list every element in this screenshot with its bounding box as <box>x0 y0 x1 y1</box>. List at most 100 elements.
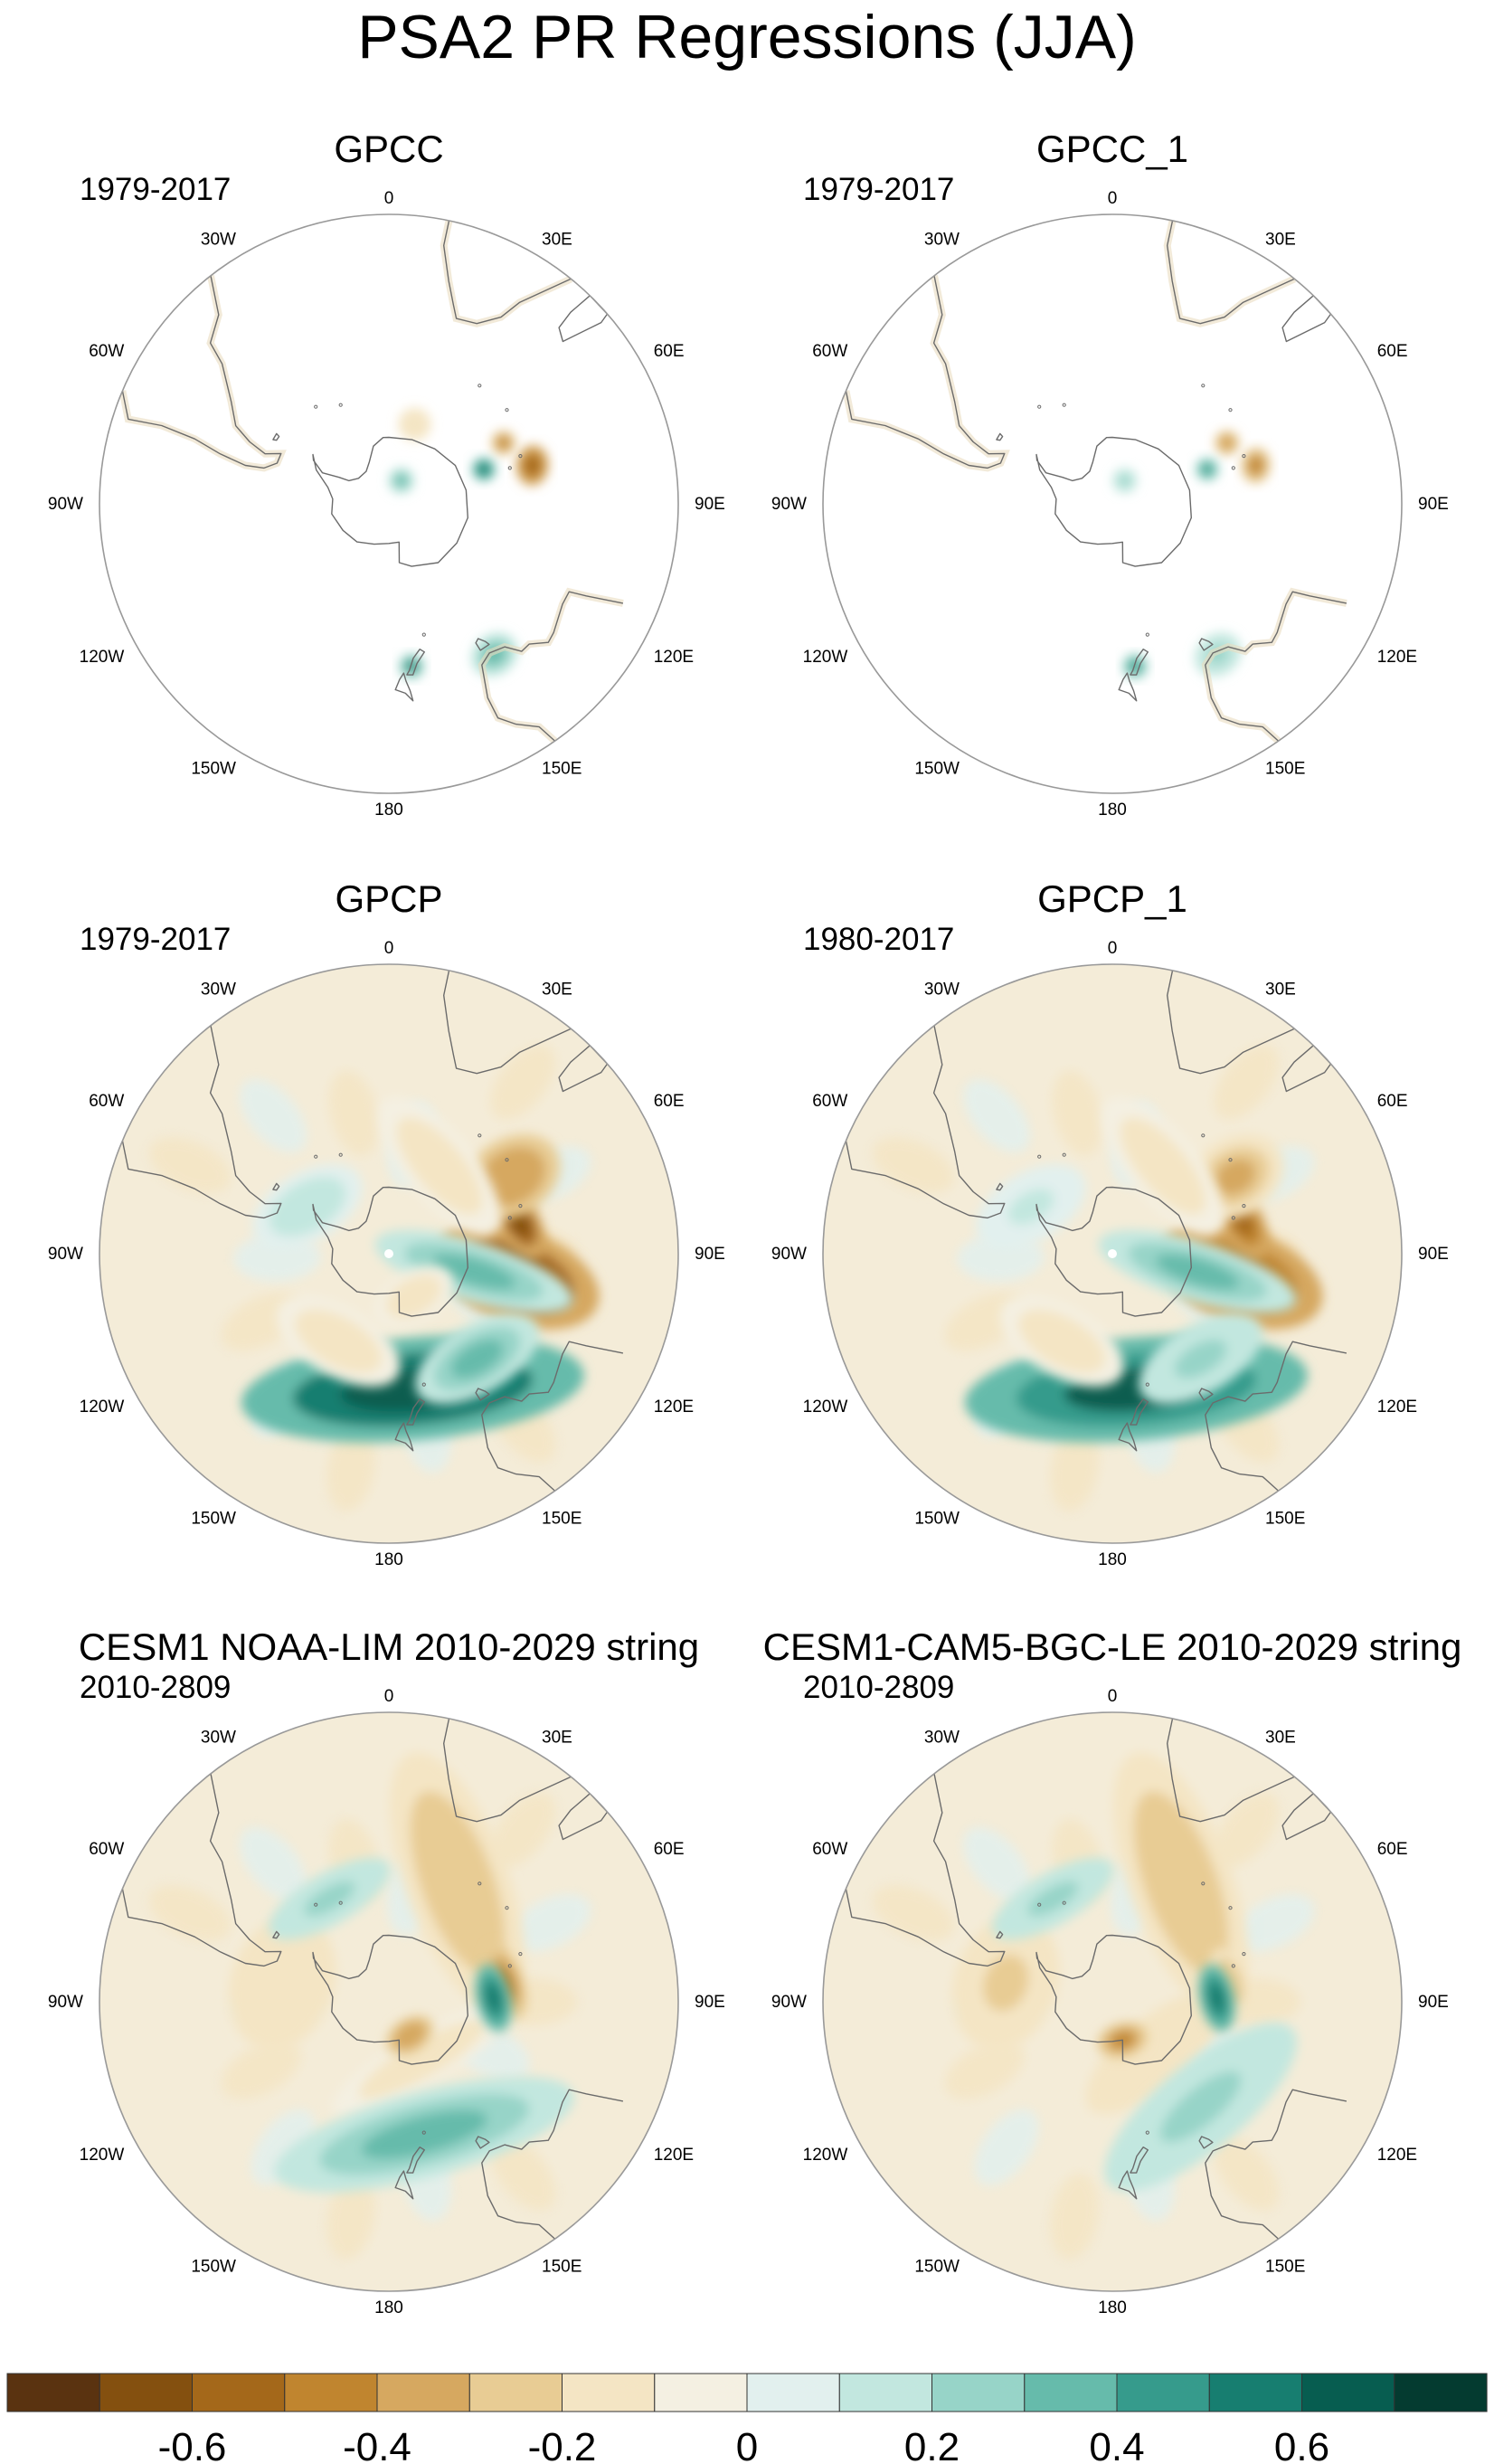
colorbar-swatch <box>1301 2373 1395 2412</box>
island <box>1228 1158 1233 1162</box>
anomaly-spot-level <box>525 457 540 474</box>
field-band <box>1234 1894 1315 1952</box>
lon-label: 30E <box>542 230 572 249</box>
lon-label: 30W <box>924 980 960 999</box>
anomaly-spot <box>398 408 431 441</box>
island <box>1201 1881 1206 1886</box>
coastline-africa <box>1167 220 1295 325</box>
lon-label: 30E <box>542 1728 572 1747</box>
lon-label: 60W <box>812 1092 847 1111</box>
colorbar-swatch <box>931 2373 1026 2412</box>
island <box>421 2130 426 2135</box>
anomaly-blob <box>1113 1752 1249 2014</box>
anomaly-blob-level <box>1152 1827 1210 1938</box>
coastline-australia <box>1205 591 1347 742</box>
panel-gpcc: GPCC 1979-2017 0 30E 60E 90E 120E 150E 180 150W 12… <box>48 128 725 820</box>
lon-label: 120W <box>80 2146 125 2165</box>
island <box>1231 1964 1235 1968</box>
anomaly-blob <box>1085 1991 1225 2114</box>
panel-period: 2010-2809 <box>803 1670 954 1705</box>
field-band <box>328 1070 380 1156</box>
anomaly-spot-level <box>1130 660 1140 672</box>
field-band <box>1214 2136 1280 2211</box>
island <box>338 1152 343 1157</box>
coastline-nzNorth <box>394 672 414 702</box>
field-band <box>240 1079 307 1152</box>
lon-label: 90E <box>695 1993 725 2012</box>
panel-period: 2010-2809 <box>80 1670 231 1705</box>
coastline-falklands <box>996 1930 1004 1939</box>
island <box>505 1158 509 1162</box>
anomaly-blob-level <box>1156 1254 1240 1290</box>
map-rim <box>99 1711 679 2292</box>
lon-label: 60E <box>654 1840 685 1859</box>
anomaly-blob-level <box>312 1322 364 1360</box>
anomaly-blob <box>374 1229 573 1314</box>
island <box>1231 1216 1235 1220</box>
island <box>1062 1900 1066 1905</box>
island <box>1062 403 1066 407</box>
lon-label: 30W <box>201 980 236 999</box>
anomaly-blob-level <box>1137 1136 1189 1196</box>
island <box>478 384 482 388</box>
coastline-antarctica <box>312 1186 468 1317</box>
coastline-falklands <box>272 1182 280 1191</box>
anomaly-blob-level <box>304 1881 355 1917</box>
anomaly-spot-level <box>498 437 509 449</box>
lon-label: 120W <box>803 2146 848 2165</box>
island <box>1201 384 1206 388</box>
anomaly-spot-level <box>1249 458 1262 473</box>
lon-label: 150W <box>914 2258 960 2277</box>
anomaly-blob-level <box>429 1827 487 1938</box>
pole-hole <box>1108 1249 1117 1258</box>
map-rim <box>822 1711 1403 2292</box>
anomaly-spot <box>1196 458 1219 481</box>
lon-label: 180 <box>374 1550 403 1569</box>
map-rim <box>822 963 1403 1544</box>
coastline-tasmania <box>475 2136 490 2149</box>
lon-label: 60E <box>654 342 685 361</box>
colorbar-swatch <box>1024 2373 1118 2412</box>
colorbar-label: -0.4 <box>343 2425 411 2464</box>
lon-label: 90E <box>695 495 725 514</box>
anomaly-blob-level <box>260 1955 306 2012</box>
anomaly-blob <box>228 1916 336 2051</box>
map-background <box>823 214 1402 793</box>
island <box>338 403 343 407</box>
lon-label: 120E <box>654 2146 694 2165</box>
anomaly-blob <box>485 1944 527 2018</box>
anomaly-blob-level <box>1035 1322 1088 1360</box>
panels: GPCC 1979-2017 0 30E 60E 90E 120E 150E 180 150W 12… <box>48 128 1461 2317</box>
field-band <box>251 2109 316 2185</box>
lon-label: 0 <box>1108 1687 1118 1706</box>
island <box>478 1133 482 1138</box>
anomaly-blob-level <box>491 1159 533 1196</box>
anomaly-blob-level <box>1027 1881 1079 1917</box>
lon-label: 30W <box>924 1728 960 1747</box>
map-background <box>823 1712 1402 2291</box>
island <box>338 1900 343 1905</box>
island <box>507 1964 512 1968</box>
anomaly-blob <box>475 1964 512 2033</box>
coastline-southAmerica <box>845 1773 1006 1967</box>
lon-label: 150E <box>542 760 582 779</box>
island <box>1201 1133 1206 1138</box>
colorbar-swatch <box>1208 2373 1303 2412</box>
coastline-africa <box>443 220 572 325</box>
lon-label: 180 <box>374 801 403 820</box>
field-band <box>510 1894 591 1952</box>
anomaly-spot <box>1122 654 1148 679</box>
coastline-falklands <box>996 1182 1004 1191</box>
anomaly-blob <box>268 1857 391 1940</box>
anomaly-blob-level <box>1126 2026 1185 2079</box>
anomaly-spot <box>1215 431 1240 456</box>
map-field <box>823 964 1402 1543</box>
lon-label: 180 <box>1098 801 1127 820</box>
anomaly-blob-level <box>383 2035 460 2083</box>
coastline-nzSouth <box>1130 1398 1149 1426</box>
anomaly-blob-level <box>1007 1189 1054 1225</box>
lon-label: 150E <box>1265 2258 1305 2277</box>
coastline-antarctica <box>1035 1186 1192 1317</box>
lon-label: 90E <box>1418 1245 1449 1264</box>
colorbar-label: 0 <box>736 2425 758 2464</box>
